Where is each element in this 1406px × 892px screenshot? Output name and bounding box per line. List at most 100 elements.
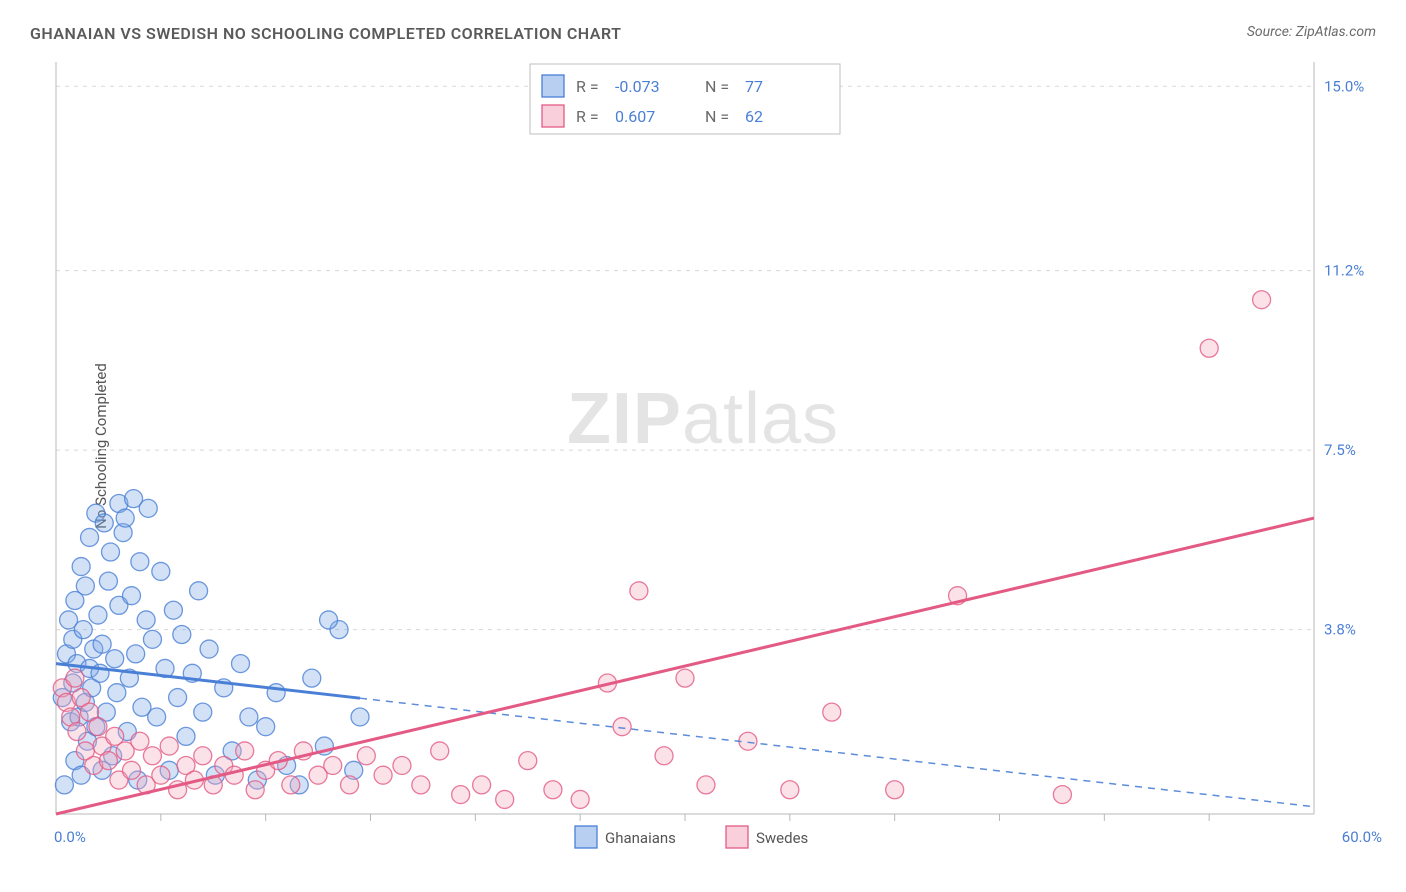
series-swedes: [53, 291, 1270, 809]
data-point: [164, 601, 182, 619]
data-point: [473, 776, 491, 794]
data-point: [143, 747, 161, 765]
data-point: [246, 781, 264, 799]
data-point: [200, 640, 218, 658]
legend-swatch: [542, 75, 564, 97]
legend-n-value: 77: [745, 77, 763, 96]
data-point: [544, 781, 562, 799]
data-point: [1200, 339, 1218, 357]
data-point: [55, 776, 73, 794]
data-point: [74, 621, 92, 639]
legend-label: Swedes: [756, 829, 808, 847]
data-point: [152, 562, 170, 580]
source-value: ZipAtlas.com: [1296, 24, 1376, 40]
y-tick-label: 3.8%: [1324, 621, 1356, 639]
data-point: [89, 718, 107, 736]
data-point: [452, 786, 470, 804]
data-point: [341, 776, 359, 794]
data-point: [236, 742, 254, 760]
data-point: [108, 684, 126, 702]
scatter-chart: 0.0% 60.0% 3.8% 7.5% 11.2% 15.0% R = -0.073 N = 7…: [52, 52, 1386, 852]
data-point: [697, 776, 715, 794]
data-point: [99, 572, 117, 590]
legend-n-label: N =: [705, 107, 729, 126]
data-point: [374, 766, 392, 784]
data-point: [519, 752, 537, 770]
chart-title: GHANAIAN VS SWEDISH NO SCHOOLING COMPLET…: [30, 24, 621, 43]
data-point: [225, 766, 243, 784]
data-point: [412, 776, 430, 794]
legend-stats: R =-0.073N =77R =0.607N =62: [530, 64, 840, 134]
data-point: [93, 635, 111, 653]
data-point: [357, 747, 375, 765]
legend-swatch: [542, 105, 564, 127]
data-point: [823, 703, 841, 721]
data-point: [99, 752, 117, 770]
data-point: [66, 669, 84, 687]
legend-r-label: R =: [576, 107, 599, 126]
data-point: [139, 499, 157, 517]
data-point: [630, 582, 648, 600]
data-point: [1253, 291, 1271, 309]
y-tick-label: 7.5%: [1324, 441, 1356, 459]
legend-r-label: R =: [576, 77, 599, 96]
data-point: [393, 756, 411, 774]
data-point: [282, 776, 300, 794]
legend-r-value: 0.607: [615, 107, 655, 126]
data-point: [194, 747, 212, 765]
data-point: [160, 737, 178, 755]
data-point: [886, 781, 904, 799]
data-point: [351, 708, 369, 726]
legend-swatch: [726, 826, 748, 848]
data-point: [173, 625, 191, 643]
legend-n-label: N =: [705, 77, 729, 96]
legend-r-value: -0.073: [615, 77, 660, 96]
data-point: [571, 790, 589, 808]
data-point: [324, 756, 342, 774]
source-attribution: Source: ZipAtlas.com: [1247, 24, 1376, 40]
data-point: [143, 630, 161, 648]
data-point: [169, 689, 187, 707]
data-point: [257, 718, 275, 736]
data-point: [194, 703, 212, 721]
data-point: [303, 669, 321, 687]
data-point: [676, 669, 694, 687]
data-point: [81, 528, 99, 546]
data-point: [655, 747, 673, 765]
data-point: [89, 606, 107, 624]
legend-series: Ghanaians Swedes: [575, 826, 808, 848]
data-point: [152, 766, 170, 784]
data-point: [320, 611, 338, 629]
data-point: [76, 577, 94, 595]
data-point: [781, 781, 799, 799]
data-point: [102, 543, 120, 561]
data-point: [240, 708, 258, 726]
data-point: [1053, 786, 1071, 804]
x-tick-label: 0.0%: [54, 828, 86, 846]
data-point: [127, 645, 145, 663]
x-tick-label: 60.0%: [1342, 828, 1382, 846]
data-point: [122, 587, 140, 605]
data-point: [431, 742, 449, 760]
legend-swatch: [575, 826, 597, 848]
data-point: [190, 582, 208, 600]
source-label: Source:: [1247, 24, 1292, 40]
y-tick-label: 15.0%: [1324, 77, 1364, 95]
data-point: [68, 723, 86, 741]
data-point: [232, 655, 250, 673]
data-point: [267, 684, 285, 702]
y-tick-label: 11.2%: [1324, 262, 1364, 280]
data-point: [137, 611, 155, 629]
data-point: [613, 718, 631, 736]
data-point: [122, 761, 140, 779]
data-point: [95, 514, 113, 532]
data-point: [496, 790, 514, 808]
data-point: [131, 732, 149, 750]
legend-label: Ghanaians: [605, 829, 676, 847]
data-point: [116, 509, 134, 527]
data-point: [72, 558, 90, 576]
data-point: [106, 650, 124, 668]
data-point: [177, 727, 195, 745]
plot-area: 0.0% 60.0% 3.8% 7.5% 11.2% 15.0% R = -0.073 N = 7…: [52, 52, 1386, 852]
data-point: [148, 708, 166, 726]
